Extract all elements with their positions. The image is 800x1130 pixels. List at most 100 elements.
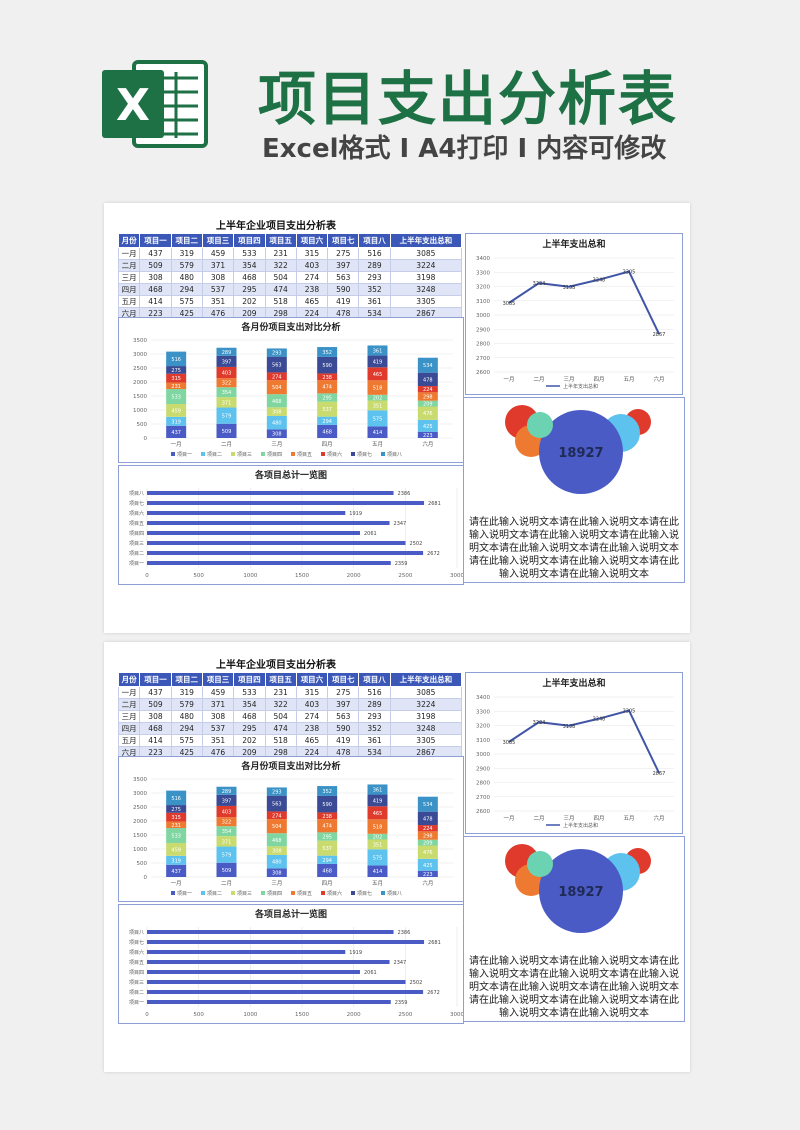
stack-segment [266,795,287,812]
legend-swatch [261,891,265,895]
stack-value-label: 352 [322,789,332,795]
y-tick-label: 项目六 [129,949,144,956]
table-cell: 3248 [389,283,463,296]
stack-segment [216,423,237,438]
stack-segment [317,819,338,833]
table-cell: 315 [295,247,329,260]
table-cell: 468 [139,283,172,296]
stack-segment [417,831,438,840]
stack-segment [166,855,187,865]
stack-value-label: 474 [322,385,332,391]
legend-label: 项目一 [177,891,192,897]
table-cell: 474 [264,283,297,296]
table-cell: 537 [201,283,235,296]
y-tick-label: 项目六 [129,510,144,517]
y-tick-label: 2800 [476,781,490,787]
stack-segment [216,397,237,408]
stack-segment [216,387,237,398]
table-cell: 354 [233,259,266,272]
x-tick-label: 六月 [653,814,664,822]
table-cell: 403 [295,698,329,711]
y-tick-label: 项目四 [129,970,144,976]
y-tick-label: 2800 [476,342,490,348]
x-tick-label: 五月 [372,880,383,887]
table-cell: 533 [233,247,266,260]
legend-label: 项目七 [357,451,372,458]
legend-label: 项目二 [207,452,222,458]
stacked-chart-title: 各月份项目支出对比分析 [241,323,341,333]
y-tick-label: 2700 [476,356,490,362]
point-label: 3085 [503,740,516,746]
stack-segment [266,787,287,796]
table-cell: 425 [170,746,203,759]
stack-value-label: 223 [423,433,433,439]
stack-value-label: 419 [373,798,383,804]
stack-segment [166,366,187,374]
stack-value-label: 308 [272,871,282,877]
legend-label: 项目五 [297,452,312,458]
column-header: 项目四 [233,233,266,248]
y-tick-label: 3200 [476,724,490,730]
x-tick-label: 六月 [422,879,433,887]
table-cell: 414 [139,734,172,747]
stack-value-label: 308 [272,410,282,416]
table-cell: 231 [264,247,297,260]
summary-panel: 18927 请在此输入说明文本请在此输入说明文本请在此输入说明文本请在此输入说明… [463,397,685,583]
table-cell: 二月 [117,698,141,711]
table-cell: 308 [201,710,235,723]
table-cell: 3305 [389,295,463,308]
x-tick-label: 2000 [347,573,361,579]
stack-segment [317,812,338,820]
column-header: 项目七 [327,233,360,248]
legend-label: 项目六 [327,890,342,897]
stack-value-label: 351 [373,842,383,848]
x-tick-label: 1000 [243,573,257,579]
column-header: 项目五 [264,233,297,248]
stack-value-label: 465 [373,811,383,817]
stack-segment [266,348,287,357]
table-cell: 322 [264,259,297,272]
table-cell: 275 [327,247,360,260]
table-cell: 354 [233,698,266,711]
stack-segment [417,419,438,432]
table-row: 三月 308 480 308 468 504 274 563 293 3198 [117,710,463,723]
table-cell: 563 [327,710,360,723]
hbar-value-label: 2672 [427,551,440,557]
stacked-chart-title: 各月份项目支出对比分析 [241,762,341,772]
table-title: 上半年企业项目支出分析表 [216,221,336,232]
stack-value-label: 518 [373,386,383,392]
table-cell: 295 [233,283,266,296]
stack-segment [166,821,187,829]
table-row: 一月 437 319 459 533 231 315 275 516 3085 [117,247,463,260]
x-tick-label: 1500 [295,573,309,579]
stack-value-label: 371 [222,400,232,406]
hbar [147,960,390,964]
table-cell: 579 [170,259,203,272]
x-tick-label: 六月 [422,440,433,448]
x-tick-label: 2500 [398,573,412,579]
table-row: 三月 308 480 308 468 504 274 563 293 3198 [117,271,463,284]
stack-segment [417,386,438,393]
stack-value-label: 397 [222,798,232,804]
table-row: 二月 509 579 371 354 322 403 397 289 3224 [117,259,463,272]
y-tick-label: 项目七 [129,500,144,507]
point-label: 3248 [593,717,606,723]
legend-swatch [381,891,385,895]
table-row: 二月 509 579 371 354 322 403 397 289 3224 [117,698,463,711]
x-tick-label: 二月 [533,376,544,383]
stack-value-label: 354 [222,829,232,835]
stack-value-label: 468 [272,838,282,844]
y-tick-label: 项目二 [129,551,144,557]
legend-swatch [171,452,175,456]
stack-value-label: 468 [322,868,332,874]
spreadsheet-preview-2: 上半年企业项目支出分析表 月份 项目一 项目二 项目三 项目四 项目五 项目六 项目七 项目八上… [104,642,690,1072]
y-tick-label: 项目五 [129,521,144,527]
x-tick-label: 五月 [372,441,383,448]
stack-segment [367,380,388,395]
stack-segment [216,786,237,795]
table-cell: 202 [233,295,266,308]
column-header: 项目六 [295,672,329,687]
stack-segment [417,372,438,387]
column-header: 项目三 [201,233,235,248]
table-cell: 480 [170,271,203,284]
